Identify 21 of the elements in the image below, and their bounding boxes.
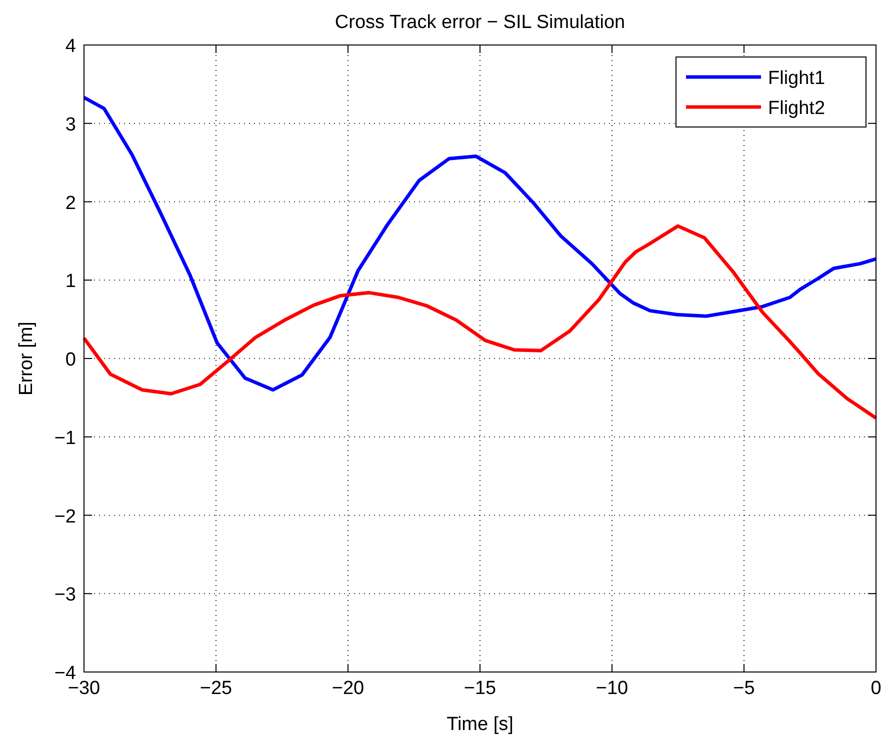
- line-series: [82, 224, 878, 420]
- x-tick-label: −25: [200, 678, 232, 699]
- y-tick-label: −2: [54, 506, 76, 528]
- y-tick-label: 1: [65, 271, 76, 292]
- x-tick-label: −20: [332, 678, 364, 699]
- chart-title: Cross Track error − SIL Simulation: [334, 12, 626, 33]
- y-tick-label: −1: [54, 428, 76, 449]
- x-axis-title: Time [s]: [446, 714, 514, 735]
- legend-label: Flight2: [768, 98, 826, 119]
- line-series: [82, 96, 878, 392]
- y-tick-label: 3: [65, 114, 76, 136]
- y-tick-label: 2: [65, 192, 76, 214]
- x-tick-label: −5: [733, 678, 755, 699]
- x-tick-label: 0: [870, 678, 882, 699]
- legend-label: Flight1: [768, 68, 826, 89]
- y-tick-label: −3: [54, 584, 76, 606]
- y-tick-label: 0: [65, 350, 76, 370]
- y-tick-label: 4: [65, 36, 76, 57]
- x-tick-label: −10: [596, 678, 628, 699]
- y-axis-title: Error [m]: [16, 322, 37, 396]
- x-tick-label: −15: [464, 678, 496, 699]
